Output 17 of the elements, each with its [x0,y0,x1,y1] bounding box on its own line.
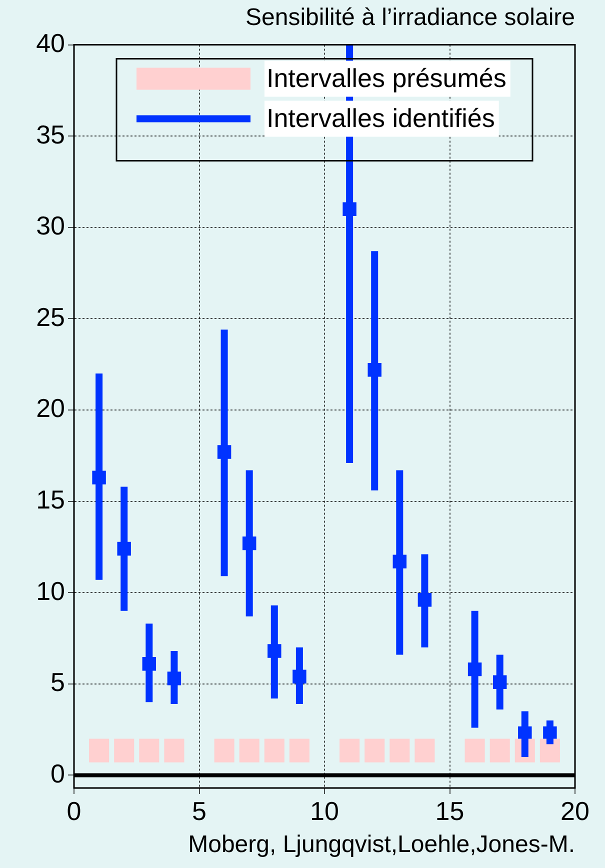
y-tick-label: 35 [36,119,65,150]
y-tick-label: 0 [50,758,65,788]
x-tick-label: 15 [435,796,464,826]
y-tick-label: 10 [36,576,65,606]
y-tick-label: 5 [50,667,65,698]
y-tick-label: 20 [36,393,65,424]
y-tick-label: 15 [36,484,65,514]
y-tick-label: 25 [36,302,65,332]
legend-label: Intervalles présumés [266,62,506,93]
y-tick-label: 40 [36,28,65,58]
legend-label: Intervalles identifiés [266,102,495,133]
x-axis-title: Moberg, Ljungqvist,Loehle,Jones-M. [188,831,575,858]
y-tick-label: 30 [36,210,65,241]
chart-title: Sensibilité à l’irradiance solaire [246,4,575,32]
x-tick-label: 10 [310,796,339,826]
x-tick-label: 5 [192,796,206,826]
x-tick-label: 20 [560,796,590,826]
